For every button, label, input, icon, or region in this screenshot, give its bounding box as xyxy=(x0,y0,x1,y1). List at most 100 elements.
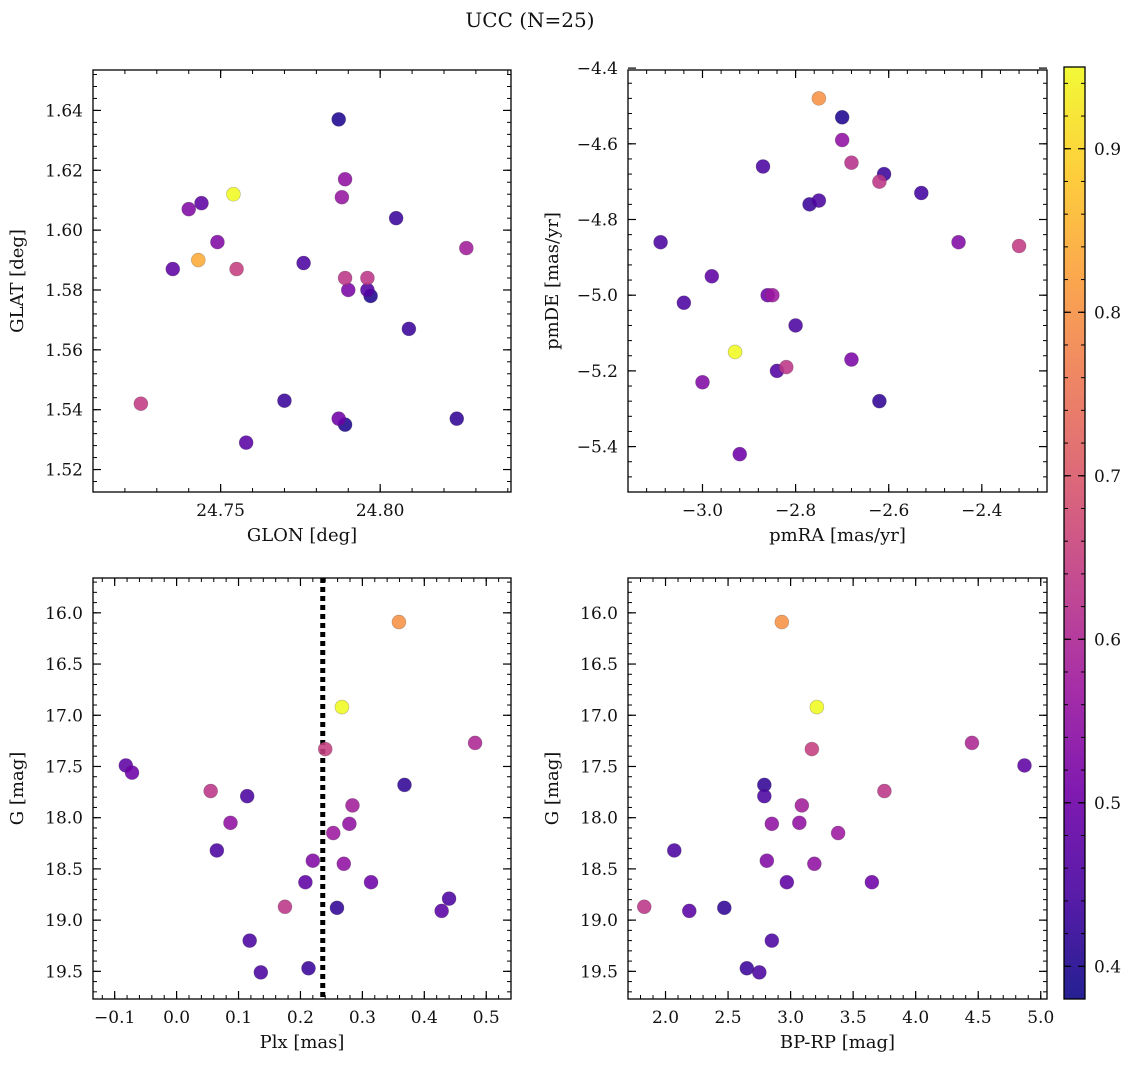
scatter-panel-4: 2.0 2.5 3.0 3.5 4.0 4.5 5.0 16.0 16.5 17.0 17.5 18.… xyxy=(542,577,1054,1053)
scatter-point xyxy=(301,960,316,976)
scatter-point xyxy=(1011,238,1027,254)
x-axis-label: GLON [deg] xyxy=(247,525,357,546)
scatter-panel-1: 24.75 24.80 1.52 1.54 1.56 1.58 1.60 1.62 1.64 GL… xyxy=(7,69,512,546)
scatter-point xyxy=(401,321,417,337)
scatter-point xyxy=(872,393,887,409)
y-tick-label: 17.0 xyxy=(45,706,83,726)
y-tick-label: 16.0 xyxy=(45,604,83,624)
scatter-point xyxy=(739,960,755,976)
x-tick-label: −3.0 xyxy=(682,501,723,521)
scatter-point xyxy=(388,210,404,226)
scatter-point xyxy=(872,174,887,189)
colorbar-gradient xyxy=(1064,67,1085,999)
scatter-point xyxy=(190,252,206,268)
scatter-point xyxy=(951,234,966,250)
x-tick-label: 4.0 xyxy=(902,1008,929,1028)
scatter-point xyxy=(676,295,692,311)
scatter-point xyxy=(434,903,449,919)
y-tick-label: 18.0 xyxy=(580,809,618,829)
y-tick-label: 1.58 xyxy=(45,281,83,301)
scatter-point xyxy=(277,899,293,915)
axes-frame xyxy=(627,69,1048,493)
y-tick-label: 19.0 xyxy=(45,911,83,931)
x-axis-label: Plx [mas] xyxy=(260,1032,345,1053)
x-tick-label: 0.5 xyxy=(473,1008,500,1028)
scatter-point xyxy=(165,261,181,277)
scatter-point xyxy=(809,699,825,715)
y-tick-label: 1.54 xyxy=(45,401,83,421)
colorbar-tick-label: 0.5 xyxy=(1094,794,1121,814)
scatter-point xyxy=(759,853,775,869)
x-tick-label: 0.2 xyxy=(287,1008,314,1028)
y-tick-label: −4.8 xyxy=(577,210,618,230)
scatter-point xyxy=(964,735,980,751)
scatter-point xyxy=(636,899,652,915)
scatter-point xyxy=(717,900,732,916)
y-tick-label: 16.5 xyxy=(45,655,83,675)
scatter-point xyxy=(329,900,345,916)
x-tick-label: 0.0 xyxy=(163,1008,190,1028)
scatter-point xyxy=(305,853,321,869)
scatter-point xyxy=(704,268,720,284)
scatter-point xyxy=(336,856,352,872)
scatter-point xyxy=(811,193,827,208)
scatter-point xyxy=(331,411,346,426)
colorbar-tick-label: 0.6 xyxy=(1094,630,1121,650)
scatter-point xyxy=(210,234,225,250)
scatter-point xyxy=(277,393,292,409)
scatter-point xyxy=(732,446,748,462)
scatter-point xyxy=(830,825,846,841)
x-tick-label: 3.5 xyxy=(840,1008,867,1028)
y-axis-label: pmDE [mas/yr] xyxy=(542,212,563,350)
y-tick-label: −5.4 xyxy=(577,438,618,458)
scatter-point xyxy=(242,933,257,948)
scatter-point xyxy=(317,741,333,757)
scatter-point xyxy=(449,411,465,426)
scatter-point xyxy=(844,155,859,171)
y-tick-label: 17.5 xyxy=(580,757,618,777)
scatter-point xyxy=(391,614,407,630)
scatter-point xyxy=(774,614,790,630)
scatter-point xyxy=(804,741,820,757)
x-tick-label: 0.4 xyxy=(411,1008,438,1028)
y-tick-label: 17.5 xyxy=(45,757,83,777)
scatter-point xyxy=(653,234,668,250)
y-tick-label: 1.64 xyxy=(45,101,83,121)
scatter-point xyxy=(764,933,780,948)
scatter-point xyxy=(209,843,225,858)
y-tick-label: 1.56 xyxy=(45,341,83,361)
x-axis-label: pmRA [mas/yr] xyxy=(769,525,906,546)
scatter-point xyxy=(337,171,353,187)
axes-frame xyxy=(92,577,512,1000)
x-tick-label: 5.0 xyxy=(1027,1008,1054,1028)
scatter-point xyxy=(441,891,457,906)
scatter-point xyxy=(181,201,197,217)
points-layer xyxy=(653,91,1027,462)
scatter-point xyxy=(844,352,859,367)
x-tick-label: 24.80 xyxy=(356,501,405,521)
y-tick-label: −5.0 xyxy=(577,286,618,306)
y-tick-label: 16.5 xyxy=(580,655,618,675)
colorbar-tick-label: 0.9 xyxy=(1094,140,1121,160)
x-tick-label: 3.0 xyxy=(777,1008,804,1028)
scatter-point xyxy=(913,185,929,201)
scatter-panel-3: −0.1 0.0 0.1 0.2 0.3 0.4 0.5 16.0 16.5 17.0 17.5 18… xyxy=(7,577,512,1053)
scatter-point xyxy=(755,159,771,174)
scatter-point xyxy=(194,195,209,211)
scatter-point xyxy=(727,344,743,360)
scatter-point xyxy=(779,874,795,890)
x-tick-label: −2.8 xyxy=(775,501,816,521)
scatter-point xyxy=(363,874,379,890)
scatter-point xyxy=(1017,758,1032,773)
scatter-point xyxy=(864,874,880,890)
y-tick-label: 18.5 xyxy=(45,860,83,880)
y-tick-label: 19.5 xyxy=(45,962,83,982)
scatter-point xyxy=(666,843,682,858)
y-axis-label: GLAT [deg] xyxy=(7,229,28,333)
scatter-point xyxy=(337,270,353,286)
points-layer xyxy=(636,614,1032,980)
scatter-point xyxy=(788,318,803,333)
scatter-point xyxy=(877,783,892,799)
scatter-point xyxy=(695,374,710,390)
